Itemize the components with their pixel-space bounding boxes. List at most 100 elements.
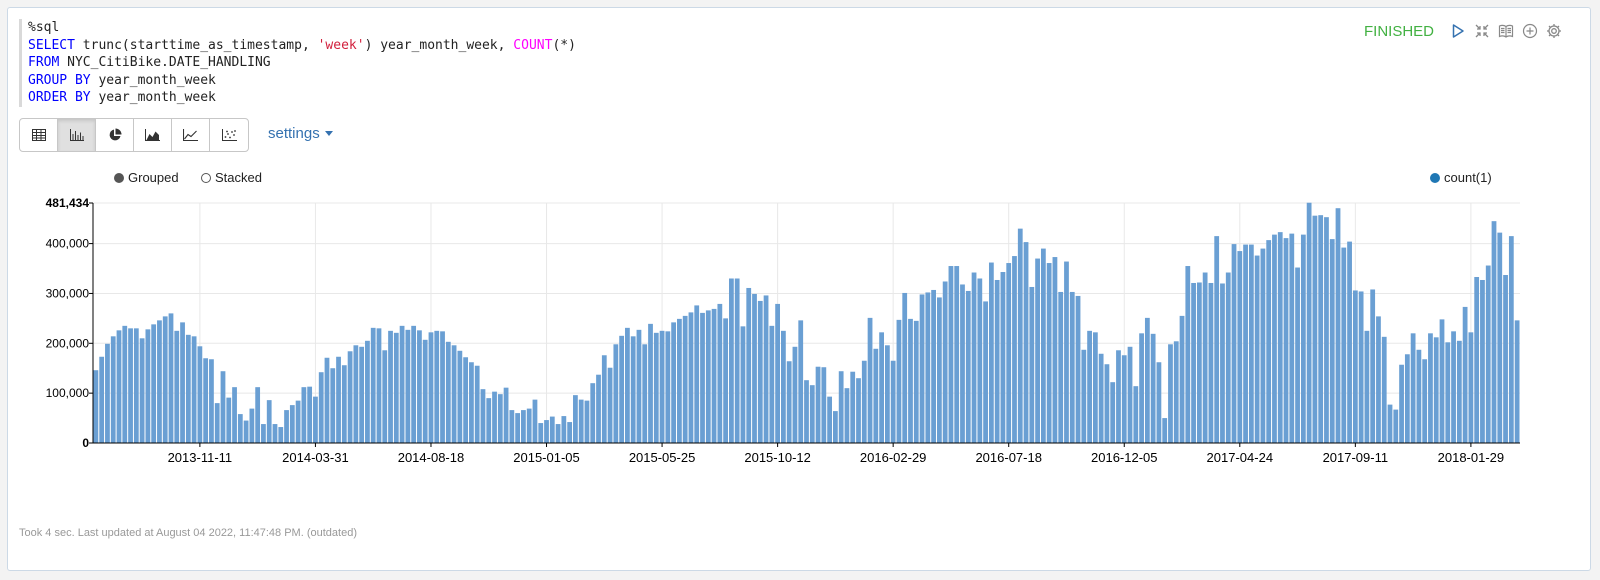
- table-view-button[interactable]: [20, 119, 58, 151]
- data-bar: [1231, 244, 1237, 443]
- add-icon[interactable]: [1520, 21, 1539, 40]
- data-bar: [1451, 331, 1456, 443]
- data-bar: [1410, 333, 1416, 443]
- data-bar: [694, 305, 700, 443]
- data-bar: [469, 362, 474, 443]
- data-bar: [1214, 236, 1220, 443]
- x-tick-label: 2015-10-12: [744, 450, 811, 465]
- data-bar: [792, 346, 798, 443]
- book-icon[interactable]: [1496, 21, 1515, 40]
- data-bar: [596, 374, 601, 443]
- bar-chart-view-button[interactable]: [58, 119, 96, 151]
- data-bar: [1012, 256, 1017, 443]
- data-bar: [474, 365, 480, 443]
- sql-editor[interactable]: %sql SELECT trunc(starttime_as_timestamp…: [19, 19, 1208, 107]
- data-bar: [1393, 409, 1399, 443]
- data-bar: [515, 413, 521, 443]
- data-bar: [301, 387, 307, 443]
- data-bar: [1508, 236, 1514, 443]
- data-bar: [1017, 228, 1023, 443]
- data-bar: [191, 336, 197, 443]
- data-bar: [636, 329, 642, 443]
- data-bar: [625, 327, 630, 443]
- data-bar: [157, 320, 162, 443]
- data-bar: [1052, 257, 1058, 443]
- data-bar: [856, 378, 861, 443]
- data-bar: [653, 332, 659, 443]
- series-legend[interactable]: count(1): [1430, 170, 1492, 185]
- data-bar: [162, 316, 168, 443]
- data-bar: [1514, 320, 1520, 443]
- data-bar: [1179, 315, 1185, 443]
- data-bar: [908, 318, 913, 443]
- data-bar: [1456, 340, 1462, 443]
- data-bar: [1139, 333, 1144, 443]
- x-tick-label: 2014-08-18: [398, 450, 465, 465]
- data-bar: [1087, 330, 1092, 443]
- data-bar: [1266, 240, 1272, 443]
- data-bar: [1428, 333, 1433, 443]
- pie-chart-view-button[interactable]: [96, 119, 134, 151]
- data-bar: [630, 336, 636, 443]
- data-bar: [988, 262, 994, 443]
- data-bar: [110, 336, 116, 443]
- data-bar: [879, 332, 884, 443]
- data-bar: [763, 295, 769, 443]
- data-bar: [1023, 242, 1029, 443]
- keyword-select: SELECT: [28, 37, 75, 53]
- data-bar: [850, 371, 856, 443]
- data-bar: [1283, 238, 1289, 443]
- data-bar: [266, 400, 272, 443]
- data-bar: [688, 312, 694, 443]
- data-bar: [497, 394, 503, 443]
- area-chart-icon: [145, 129, 160, 141]
- data-bar: [440, 331, 445, 443]
- data-bar: [1352, 290, 1358, 443]
- data-bar: [261, 424, 266, 443]
- data-bar: [994, 279, 1000, 443]
- code-line-magic: %sql: [28, 19, 1208, 37]
- data-bar: [1208, 282, 1214, 443]
- data-bar: [705, 310, 711, 443]
- y-tick-label: 0: [82, 436, 89, 450]
- data-bar: [1272, 234, 1277, 443]
- series-legend-label: count(1): [1444, 170, 1492, 185]
- data-bar: [203, 358, 209, 443]
- data-bar: [237, 414, 243, 443]
- data-bar: [665, 331, 671, 443]
- data-bar: [243, 420, 249, 443]
- data-bar: [1075, 295, 1081, 443]
- data-bar: [890, 360, 896, 443]
- collapse-icon[interactable]: [1472, 21, 1491, 40]
- data-bar: [445, 341, 451, 443]
- data-bar: [677, 318, 682, 443]
- code-line-order: ORDER BY year_month_week: [28, 89, 1208, 107]
- gear-icon[interactable]: [1544, 21, 1563, 40]
- data-bar: [815, 366, 821, 443]
- settings-dropdown[interactable]: settings: [268, 125, 333, 142]
- x-tick-label: 2017-04-24: [1207, 450, 1274, 465]
- line-chart-view-button[interactable]: [172, 119, 210, 151]
- data-bar: [1341, 247, 1347, 443]
- grouped-option[interactable]: Grouped: [114, 170, 179, 185]
- data-bar: [1058, 291, 1064, 443]
- data-bar: [1116, 350, 1121, 443]
- data-bar: [151, 324, 157, 443]
- stacked-option[interactable]: Stacked: [201, 170, 262, 185]
- area-chart-view-button[interactable]: [134, 119, 172, 151]
- grouped-label: Grouped: [128, 170, 179, 185]
- data-bar: [1156, 362, 1162, 443]
- bar-chart-icon: [69, 129, 84, 141]
- scatter-chart-view-button[interactable]: [210, 119, 248, 151]
- data-bar: [1289, 233, 1295, 443]
- data-bar: [422, 339, 428, 443]
- data-bar: [1202, 272, 1208, 443]
- y-tick-label: 400,000: [46, 237, 90, 251]
- play-icon[interactable]: [1448, 21, 1467, 40]
- data-bar: [116, 330, 122, 443]
- data-bar: [1191, 282, 1196, 443]
- data-bar: [174, 330, 180, 443]
- data-bar: [913, 320, 919, 443]
- data-bar: [1220, 283, 1225, 443]
- data-bar: [526, 408, 532, 443]
